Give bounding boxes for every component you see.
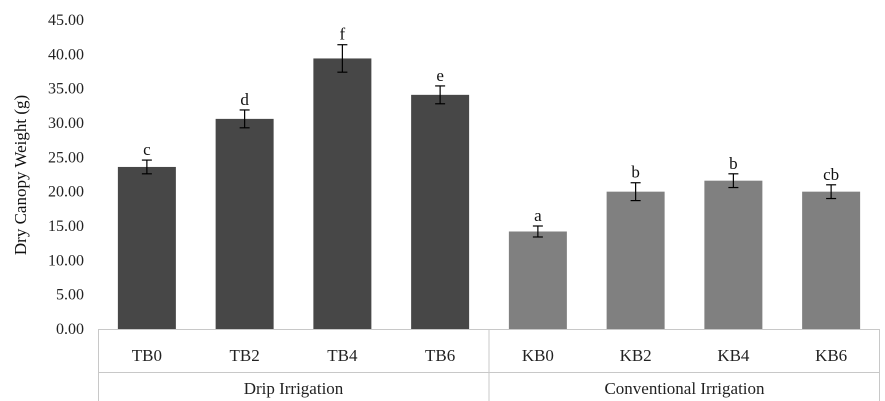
category-label: TB4 xyxy=(327,346,358,365)
category-label: TB6 xyxy=(425,346,455,365)
bars: c d f e a b b cb xyxy=(117,25,861,329)
category-label: KB0 xyxy=(522,346,554,365)
bar-kb4 xyxy=(704,180,763,329)
significance-letter: c xyxy=(143,140,151,159)
bar-kb2 xyxy=(606,191,665,329)
significance-letter: cb xyxy=(823,165,839,184)
significance-letter: b xyxy=(631,163,640,182)
x-axis xyxy=(98,329,880,401)
y-axis-ticks: 0.00 5.00 10.00 15.00 20.00 25.00 30.00 35.00 40… xyxy=(48,12,84,338)
category-label: KB2 xyxy=(620,346,652,365)
significance-letter: a xyxy=(534,206,542,225)
y-axis-title-group: Dry Canopy Weight (g) xyxy=(11,95,30,255)
y-tick-label: 35.00 xyxy=(48,81,84,98)
y-tick-label: 20.00 xyxy=(48,184,84,201)
group-label: Conventional Irrigation xyxy=(604,379,765,398)
y-tick-label: 25.00 xyxy=(48,149,84,166)
y-tick-label: 40.00 xyxy=(48,46,84,63)
category-labels: TB0 TB2 TB4 TB6 Drip Irrigation KB0 KB2 KB4 KB6 C… xyxy=(132,346,847,398)
y-axis-title: Dry Canopy Weight (g) xyxy=(11,95,30,255)
significance-letter: b xyxy=(729,154,738,173)
bar-tb4 xyxy=(313,58,372,329)
category-label: KB4 xyxy=(717,346,750,365)
category-label: TB2 xyxy=(230,346,260,365)
bar-kb0 xyxy=(508,231,567,329)
y-tick-label: 45.00 xyxy=(48,12,84,29)
bar-kb6 xyxy=(802,191,861,329)
bar-tb6 xyxy=(411,94,470,329)
bar-tb0 xyxy=(117,166,176,329)
significance-letter: f xyxy=(340,25,346,44)
y-tick-label: 0.00 xyxy=(56,321,84,338)
y-tick-label: 30.00 xyxy=(48,115,84,132)
y-tick-label: 15.00 xyxy=(48,218,84,235)
group-label: Drip Irrigation xyxy=(244,379,344,398)
y-tick-label: 5.00 xyxy=(56,287,84,304)
category-label: KB6 xyxy=(815,346,847,365)
significance-letter: e xyxy=(436,66,444,85)
significance-letter: d xyxy=(240,90,249,109)
category-label: TB0 xyxy=(132,346,162,365)
bar-tb2 xyxy=(215,118,274,329)
y-tick-label: 10.00 xyxy=(48,252,84,269)
